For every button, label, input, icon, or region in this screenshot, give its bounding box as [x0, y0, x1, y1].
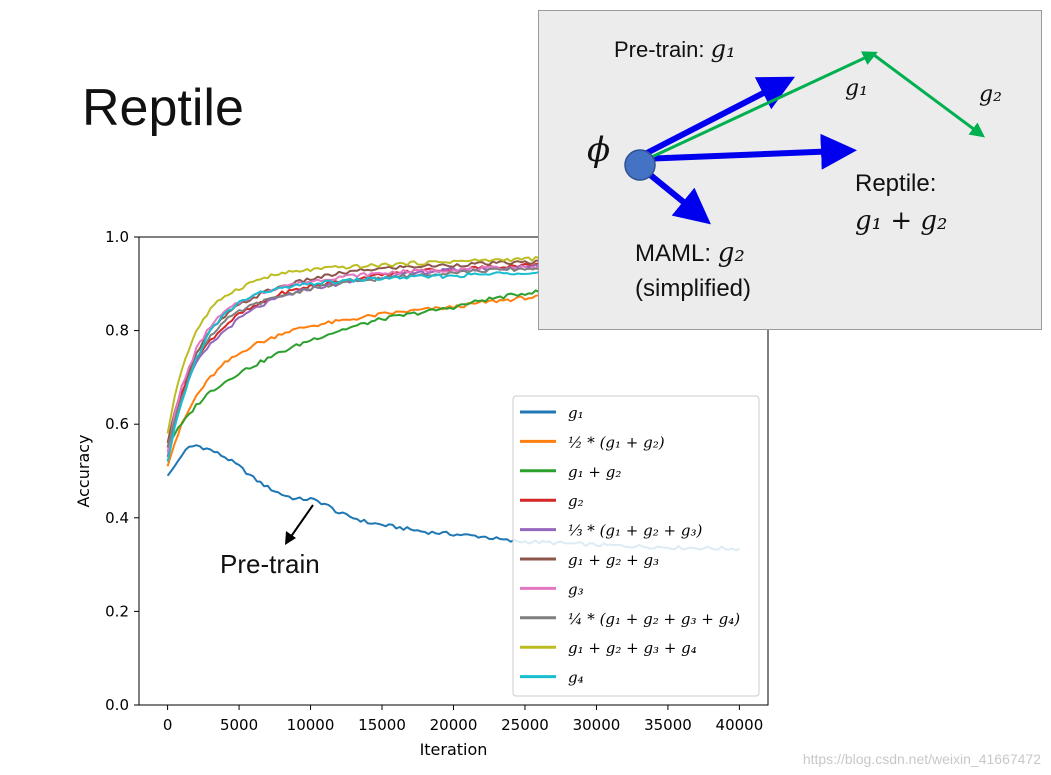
- y-tick-label: 0.6: [105, 415, 129, 433]
- phi-node: [624, 149, 656, 181]
- x-tick-label: 5000: [220, 716, 258, 734]
- x-tick-label: 25000: [501, 716, 549, 734]
- g1-label: g₁: [845, 76, 868, 101]
- y-axis-label: Accuracy: [74, 434, 93, 507]
- legend-entry-g1g2g3g4: g₁ + g₂ + g₃ + g₄: [568, 639, 697, 657]
- maml-label: MAML: g₂: [635, 238, 745, 268]
- y-tick-label: 0.8: [105, 322, 129, 340]
- phi-label: ϕ: [587, 130, 610, 170]
- x-axis-label: Iteration: [420, 740, 488, 759]
- watermark: https://blog.csdn.net/weixin_41667472: [802, 751, 1041, 767]
- g1-green-arrow: [642, 51, 878, 163]
- maml-arrow: [641, 166, 711, 225]
- x-tick-label: 40000: [716, 716, 764, 734]
- x-tick-label: 35000: [644, 716, 692, 734]
- maml-var: g₂: [718, 238, 745, 268]
- legend-box: [512, 395, 760, 697]
- reptile-arrow: [640, 133, 857, 170]
- legend-entry-half: ½ * (g₁ + g₂): [568, 433, 665, 451]
- y-tick-label: 0.0: [105, 696, 129, 714]
- legend-entry-g1g2g3: g₁ + g₂ + g₃: [568, 551, 659, 569]
- pretrain-var: g₁: [711, 35, 736, 63]
- g2-label: g₂: [979, 82, 1002, 107]
- slide-title: Reptile: [82, 79, 244, 137]
- y-tick-label: 0.2: [105, 602, 129, 620]
- legend-entry-quarter: ¼ * (g₁ + g₂ + g₃ + g₄): [568, 610, 740, 628]
- reptile-diagram-inset: ϕ Pre-train: g₁ g₁ g₂ Reptile: g₁ + g₂ M…: [538, 10, 1042, 330]
- g2-green-arrow: [873, 53, 986, 138]
- annotation-arrow-head: [285, 531, 296, 545]
- legend-entry-g3: g₃: [568, 580, 584, 598]
- y-tick-label: 0.4: [105, 509, 129, 527]
- legend-entry-g2: g₂: [568, 492, 584, 510]
- pretrain-label: Pre-train: g₁: [614, 35, 736, 63]
- legend-entry-g1g2: g₁ + g₂: [568, 463, 621, 481]
- x-tick-label: 20000: [430, 716, 478, 734]
- x-tick-label: 10000: [287, 716, 335, 734]
- legend-entry-third: ⅓ * (g₁ + g₂ + g₃): [568, 522, 702, 540]
- reptile-formula: g₁ + g₂: [855, 206, 947, 236]
- x-tick-label: 30000: [573, 716, 621, 734]
- pretrain-text: Pre-train:: [614, 37, 711, 62]
- annotation-label: Pre-train: [220, 549, 320, 579]
- y-tick-label: 1.0: [105, 228, 129, 246]
- annotation-arrow-line: [289, 504, 314, 539]
- reptile-label: Reptile:: [855, 170, 936, 197]
- maml-note: (simplified): [635, 275, 751, 302]
- maml-text: MAML:: [635, 240, 718, 267]
- reptile-vector-diagram: ϕ Pre-train: g₁ g₁ g₂ Reptile: g₁ + g₂ M…: [587, 35, 1002, 302]
- legend-entry-g1: g₁: [568, 404, 584, 422]
- pretrain-arrow: [639, 76, 796, 159]
- x-tick-label: 15000: [358, 716, 406, 734]
- legend-entry-g4: g₄: [568, 669, 584, 687]
- x-tick-label: 0: [163, 716, 173, 734]
